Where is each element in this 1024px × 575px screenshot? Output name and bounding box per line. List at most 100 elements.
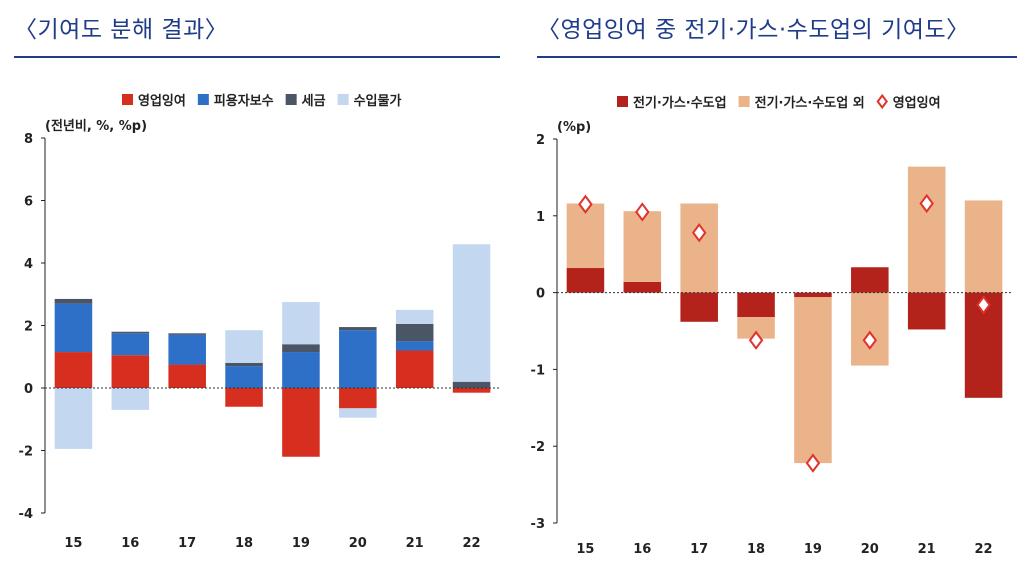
unit-label: (전년비, %, %p): [45, 118, 147, 134]
legend-swatch-1: [617, 96, 628, 107]
bar-series1-19: [794, 292, 832, 298]
y-tick-label: 6: [24, 195, 33, 210]
unit-label: (%p): [557, 120, 591, 135]
right-chart-svg: (%p) 전기·가스·수도업 전기·가스·수도업 외 영업잉여 -3 -2 -1 0 1 2 15 1…: [531, 93, 1012, 557]
bar-series2-18: [225, 366, 263, 388]
bar-series1-19: [282, 388, 320, 457]
bar-series4-21: [395, 309, 434, 324]
bar-series4-18: [225, 330, 263, 363]
x-tick-label: 17: [178, 536, 196, 551]
marker-17: [691, 223, 707, 243]
marker-16: [635, 202, 650, 222]
bar-series3-20: [339, 327, 377, 331]
y-tick-label: 2: [536, 133, 545, 148]
legend-label-4: 수입물가: [354, 94, 402, 109]
bar-series4-22: [452, 244, 491, 382]
marker-20: [862, 330, 878, 350]
legend-label-3: 영업잉여: [893, 95, 941, 111]
x-tick-label: 21: [406, 536, 424, 551]
right-chart-title: 〈영업잉여 중 전기·가스·수도업의 기여도〉: [537, 17, 970, 43]
marker-18: [748, 330, 764, 350]
y-tick-label: 8: [24, 132, 33, 147]
bar-series1-17: [168, 364, 206, 388]
y-tick-label: -1: [531, 363, 545, 378]
bar-series3-22: [452, 381, 491, 388]
bar-series3-15: [54, 298, 93, 304]
bar-series2-17: [680, 203, 718, 293]
legend-label-2: 피용자보수: [214, 93, 274, 109]
y-tick-label: 0: [24, 382, 33, 397]
bar-series2-16: [111, 333, 150, 356]
bar-series3-16: [111, 331, 150, 334]
bar-series3-17: [168, 333, 206, 335]
x-tick-label: 22: [463, 536, 481, 551]
y-tick-label: -4: [19, 507, 33, 522]
y-tick-label: 4: [24, 257, 33, 272]
x-tick-label: 15: [64, 536, 82, 551]
bar-series4-20: [339, 408, 377, 418]
bar-series1-21: [395, 350, 434, 388]
bar-series1-15: [54, 352, 93, 388]
legend-label-1: 전기·가스·수도업: [633, 95, 727, 111]
legend-swatch-2: [197, 94, 209, 105]
left-chart-svg: (전년비, %, %p) 영업잉여 피용자보수 세금 수입물가 -4 -2 0 2 4 6 8 15 16…: [19, 93, 500, 551]
x-tick-label: 18: [235, 536, 253, 551]
y-tick-label: -2: [531, 440, 545, 455]
bar-series1-18: [737, 292, 775, 318]
right-chart-panel: 〈영업잉여 중 전기·가스·수도업의 기여도〉 (%p) 전기·가스·수도업 전기·…: [515, 0, 1024, 575]
marker-15: [578, 194, 593, 214]
bar-series1-16: [623, 281, 662, 293]
marker-21: [919, 193, 934, 214]
y-tick-label: 1: [536, 210, 545, 225]
x-tick-label: 20: [861, 542, 879, 557]
x-tick-label: 15: [576, 542, 594, 557]
bar-series3-19: [282, 344, 320, 353]
x-tick-label: 22: [975, 542, 993, 557]
x-tick-label: 20: [349, 536, 367, 551]
legend-swatch-3: [285, 94, 297, 105]
y-tick-label: 0: [536, 287, 545, 302]
bar-series2-22: [964, 200, 1003, 293]
x-tick-label: 17: [690, 542, 708, 557]
bar-series1-20: [851, 267, 889, 293]
bar-series4-19: [282, 302, 320, 345]
bar-series1-20: [339, 388, 377, 409]
x-tick-label: 16: [121, 536, 139, 551]
bar-series1-17: [680, 292, 718, 322]
bar-series2-21: [907, 166, 946, 293]
marker-22: [976, 295, 991, 315]
bar-series3-18: [225, 363, 263, 367]
bar-series1-21: [907, 292, 946, 330]
bar-series2-20: [339, 330, 377, 388]
legend-label-3: 세금: [302, 94, 326, 109]
bar-series2-17: [168, 334, 206, 365]
bar-series2-20: [851, 292, 889, 366]
x-tick-label: 21: [918, 542, 936, 557]
bar-series2-21: [395, 341, 434, 351]
legend-label-1: 영업잉여: [138, 93, 186, 109]
x-tick-label: 19: [804, 542, 822, 557]
bar-series2-19: [794, 297, 832, 464]
legend-swatch-1: [122, 94, 133, 105]
left-title-rule: [14, 56, 500, 58]
legend-marker-diamond: [876, 93, 888, 110]
x-tick-label: 19: [292, 536, 310, 551]
bar-series3-21: [395, 323, 434, 342]
legend-swatch-4: [337, 94, 349, 105]
legend-swatch-2: [738, 96, 750, 107]
bar-series1-22: [452, 388, 491, 393]
bar-series1-16: [111, 355, 150, 388]
marker-19: [805, 453, 821, 473]
right-title-rule: [537, 56, 1017, 58]
x-tick-label: 16: [633, 542, 651, 557]
bar-series2-18: [737, 317, 775, 339]
bar-series4-16: [111, 388, 150, 410]
left-chart-title: 〈기여도 분해 결과〉: [14, 17, 229, 43]
bar-series2-19: [282, 352, 320, 388]
bar-series1-18: [225, 388, 263, 407]
y-tick-label: -3: [531, 517, 545, 532]
bar-series4-15: [54, 388, 93, 449]
bar-series2-16: [623, 211, 662, 282]
bar-series1-15: [566, 268, 605, 293]
y-tick-label: 2: [24, 320, 33, 335]
